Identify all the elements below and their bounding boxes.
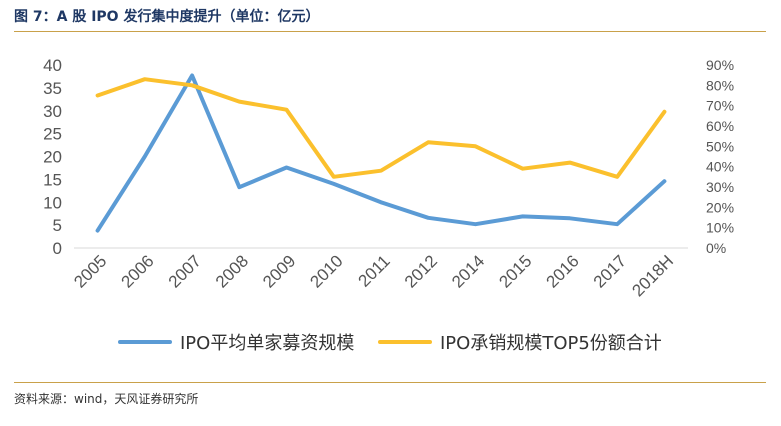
series-2-point <box>286 109 287 111</box>
x-axis-tick-label: 2010 <box>306 251 346 291</box>
x-axis-tick-label: 2009 <box>259 251 299 291</box>
right-axis-tick-label: 60% <box>706 118 734 134</box>
x-axis-ticks: 2005 2006 2007 2008 2009 2010 2011 2012 2014 2015… <box>70 251 677 300</box>
right-axis-tick-label: 90% <box>706 57 734 73</box>
series-2-point <box>97 95 99 96</box>
right-axis-tick-label: 10% <box>706 220 734 236</box>
x-axis-tick-label: 2007 <box>165 251 205 291</box>
x-axis-tick-label: 2005 <box>70 251 110 291</box>
series-2-point <box>238 101 240 103</box>
left-axis-tick-label: 10 <box>43 193 62 212</box>
source-note: 资料来源：wind，天风证券研究所 <box>14 392 199 406</box>
right-axis-tick-label: 50% <box>706 138 734 154</box>
legend: IPO平均单家募资规模 IPO承销规模TOP5份额合计 <box>118 333 662 354</box>
left-y-axis: 40 35 30 25 20 15 10 5 0 <box>43 56 62 258</box>
series-2-point <box>380 170 382 172</box>
x-axis-tick-label: 2015 <box>495 251 535 291</box>
x-axis-tick-label: 2008 <box>212 251 252 291</box>
series-1-point <box>144 156 146 157</box>
series-1-point <box>97 230 99 232</box>
right-axis-tick-label: 70% <box>706 98 734 114</box>
series-2-point <box>144 78 146 80</box>
source-divider <box>14 382 766 383</box>
right-axis-tick-label: 40% <box>706 159 734 175</box>
series-2-point <box>663 111 665 113</box>
x-axis-tick-label: 2018H <box>628 251 677 300</box>
series-1-point <box>333 183 335 185</box>
right-axis-tick-label: 20% <box>706 199 734 215</box>
left-axis-tick-label: 35 <box>43 79 62 98</box>
series-1-point <box>663 180 665 182</box>
series-2-point <box>333 176 335 178</box>
right-axis-tick-label: 30% <box>706 179 734 195</box>
x-axis-tick-label: 2011 <box>355 251 394 290</box>
series-2-point <box>522 168 524 170</box>
figure-title: 图 7：A 股 IPO 发行集中度提升（单位：亿元） <box>14 9 320 25</box>
left-axis-tick-label: 30 <box>43 102 62 121</box>
right-axis-tick-label: 0% <box>706 240 726 256</box>
left-axis-tick-label: 40 <box>43 56 62 75</box>
series-1-point <box>286 167 287 168</box>
series-2-point <box>616 176 618 178</box>
series-1-point <box>191 75 193 76</box>
x-axis-tick-label: 2006 <box>117 251 157 291</box>
x-axis-tick-label: 2017 <box>590 251 630 291</box>
series-2-point <box>427 141 429 143</box>
series-1-point <box>475 223 476 225</box>
x-axis-tick-label: 2014 <box>448 251 488 291</box>
left-axis-tick-label: 25 <box>43 125 62 144</box>
series-1-point <box>616 223 618 225</box>
left-axis-tick-label: 5 <box>53 216 62 235</box>
series-2-point <box>191 84 193 86</box>
series-lines <box>95 73 667 233</box>
x-axis-tick-label: 2016 <box>543 251 583 291</box>
series-1-point <box>522 215 524 217</box>
series-line-1 <box>95 73 667 233</box>
left-axis-tick-label: 15 <box>43 170 62 189</box>
left-axis-tick-label: 20 <box>43 148 62 167</box>
series-1-point <box>427 217 429 219</box>
right-y-axis: 90% 80% 70% 60% 50% 40% 30% 20% 10% 0% <box>706 57 734 256</box>
x-axis-tick-label: 2012 <box>401 251 441 291</box>
series-1-point <box>569 217 571 219</box>
legend-label-1: IPO平均单家募资规模 <box>180 333 354 354</box>
series-1-point <box>238 186 240 188</box>
series-2-point <box>569 162 571 164</box>
series-2-point <box>475 145 476 147</box>
right-axis-tick-label: 80% <box>706 77 734 93</box>
series-1-point <box>380 201 382 203</box>
title-divider <box>14 31 766 32</box>
legend-label-2: IPO承销规模TOP5份额合计 <box>440 333 662 354</box>
left-axis-tick-label: 0 <box>53 239 62 258</box>
